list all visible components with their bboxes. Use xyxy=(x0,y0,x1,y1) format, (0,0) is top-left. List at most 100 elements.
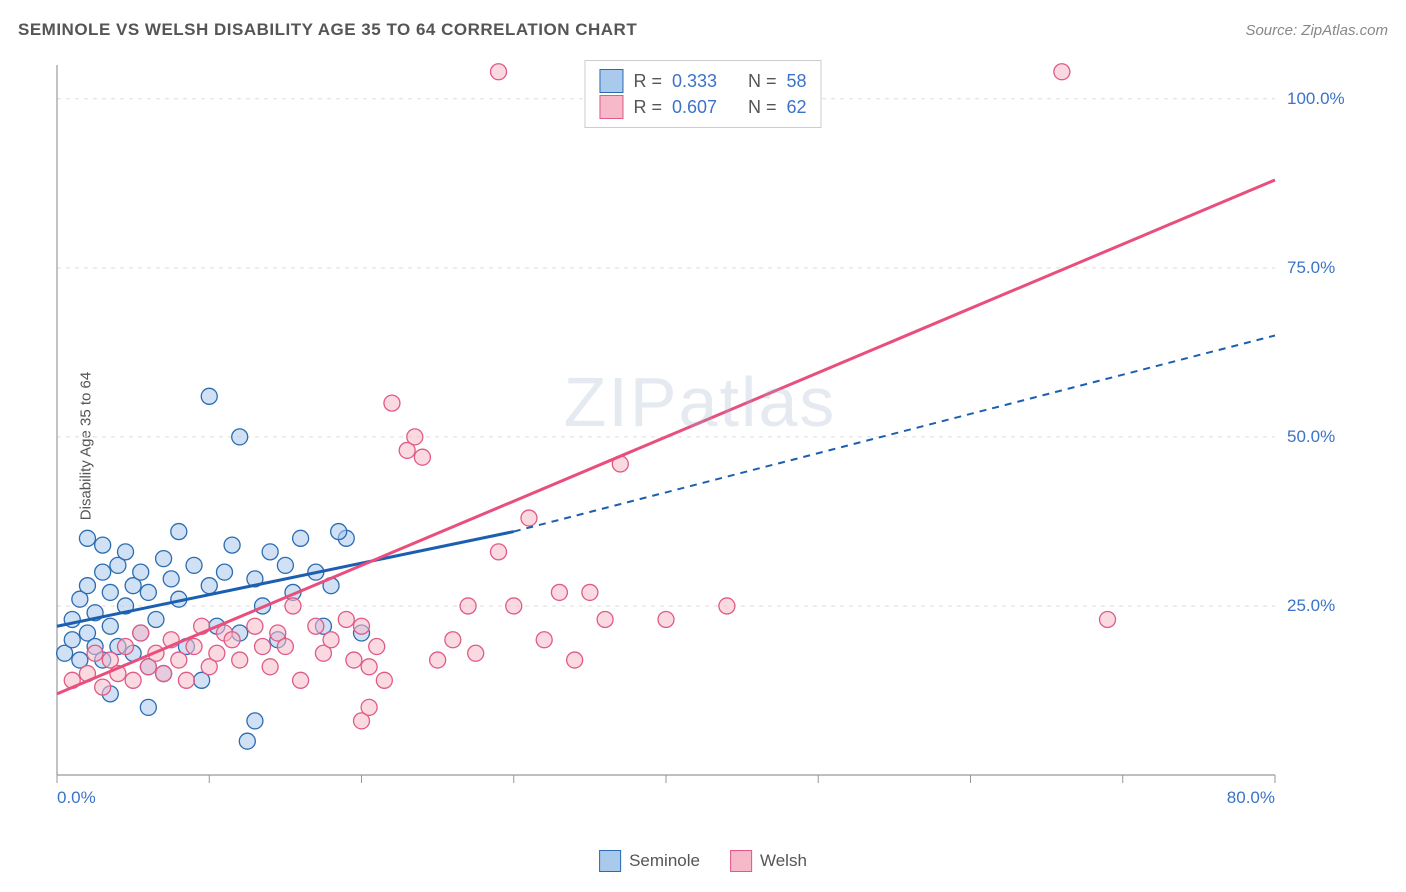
data-point xyxy=(156,551,172,567)
trend-line-extrapolated xyxy=(514,335,1275,531)
r-value: 0.333 xyxy=(672,71,730,92)
data-point xyxy=(1100,611,1116,627)
stats-legend: R = 0.333 N = 58 R = 0.607 N = 62 xyxy=(584,60,821,128)
data-point xyxy=(323,632,339,648)
data-point xyxy=(331,524,347,540)
y-tick-label: 100.0% xyxy=(1287,89,1345,108)
data-point xyxy=(79,530,95,546)
data-point xyxy=(506,598,522,614)
data-point xyxy=(163,571,179,587)
data-point xyxy=(95,679,111,695)
y-tick-label: 50.0% xyxy=(1287,427,1335,446)
r-value: 0.607 xyxy=(672,97,730,118)
data-point xyxy=(255,639,271,655)
legend-swatch xyxy=(599,850,621,872)
data-point xyxy=(171,652,187,668)
source-attribution: Source: ZipAtlas.com xyxy=(1245,22,1388,39)
data-point xyxy=(201,578,217,594)
data-point xyxy=(384,395,400,411)
data-point xyxy=(140,699,156,715)
data-point xyxy=(445,632,461,648)
data-point xyxy=(521,510,537,526)
chart-area: 25.0%50.0%75.0%100.0%0.0%80.0% ZIPatlas xyxy=(55,60,1345,820)
data-point xyxy=(224,537,240,553)
data-point xyxy=(133,564,149,580)
legend-swatch xyxy=(599,69,623,93)
data-point xyxy=(232,652,248,668)
data-point xyxy=(95,537,111,553)
n-value: 62 xyxy=(787,97,807,118)
data-point xyxy=(201,388,217,404)
legend-item: Seminole xyxy=(599,850,700,872)
data-point xyxy=(232,429,248,445)
data-point xyxy=(262,544,278,560)
data-point xyxy=(247,713,263,729)
data-point xyxy=(277,639,293,655)
scatter-plot: 25.0%50.0%75.0%100.0%0.0%80.0% xyxy=(55,60,1345,820)
data-point xyxy=(216,564,232,580)
data-point xyxy=(102,618,118,634)
stats-legend-row: R = 0.607 N = 62 xyxy=(599,95,806,119)
data-point xyxy=(407,429,423,445)
legend-label: Seminole xyxy=(629,851,700,871)
data-point xyxy=(1054,64,1070,80)
data-point xyxy=(354,618,370,634)
data-point xyxy=(597,611,613,627)
data-point xyxy=(125,672,141,688)
data-point xyxy=(460,598,476,614)
data-point xyxy=(95,564,111,580)
data-point xyxy=(536,632,552,648)
x-tick-label: 0.0% xyxy=(57,788,96,807)
data-point xyxy=(551,584,567,600)
data-point xyxy=(171,524,187,540)
data-point xyxy=(140,584,156,600)
data-point xyxy=(118,639,134,655)
data-point xyxy=(262,659,278,675)
data-point xyxy=(338,611,354,627)
y-tick-label: 75.0% xyxy=(1287,258,1335,277)
data-point xyxy=(87,645,103,661)
data-point xyxy=(148,611,164,627)
legend-label: Welsh xyxy=(760,851,807,871)
r-label: R = xyxy=(633,97,662,118)
data-point xyxy=(102,584,118,600)
data-point xyxy=(293,672,309,688)
n-label: N = xyxy=(748,97,777,118)
data-point xyxy=(414,449,430,465)
data-point xyxy=(118,544,134,560)
data-point xyxy=(719,598,735,614)
data-point xyxy=(361,699,377,715)
data-point xyxy=(79,578,95,594)
data-point xyxy=(369,639,385,655)
chart-title: SEMINOLE VS WELSH DISABILITY AGE 35 TO 6… xyxy=(18,20,637,40)
n-label: N = xyxy=(748,71,777,92)
data-point xyxy=(224,632,240,648)
data-point xyxy=(277,557,293,573)
data-point xyxy=(247,618,263,634)
stats-legend-row: R = 0.333 N = 58 xyxy=(599,69,806,93)
data-point xyxy=(491,64,507,80)
data-point xyxy=(468,645,484,661)
n-value: 58 xyxy=(787,71,807,92)
data-point xyxy=(430,652,446,668)
r-label: R = xyxy=(633,71,662,92)
data-point xyxy=(285,598,301,614)
data-point xyxy=(178,672,194,688)
data-point xyxy=(491,544,507,560)
data-point xyxy=(567,652,583,668)
data-point xyxy=(308,618,324,634)
data-point xyxy=(209,645,225,661)
data-point xyxy=(658,611,674,627)
data-point xyxy=(186,557,202,573)
legend-item: Welsh xyxy=(730,850,807,872)
legend-swatch xyxy=(599,95,623,119)
data-point xyxy=(376,672,392,688)
data-point xyxy=(346,652,362,668)
data-point xyxy=(293,530,309,546)
data-point xyxy=(239,733,255,749)
y-tick-label: 25.0% xyxy=(1287,596,1335,615)
data-point xyxy=(361,659,377,675)
data-point xyxy=(64,632,80,648)
legend-swatch xyxy=(730,850,752,872)
header: SEMINOLE VS WELSH DISABILITY AGE 35 TO 6… xyxy=(18,20,1388,40)
